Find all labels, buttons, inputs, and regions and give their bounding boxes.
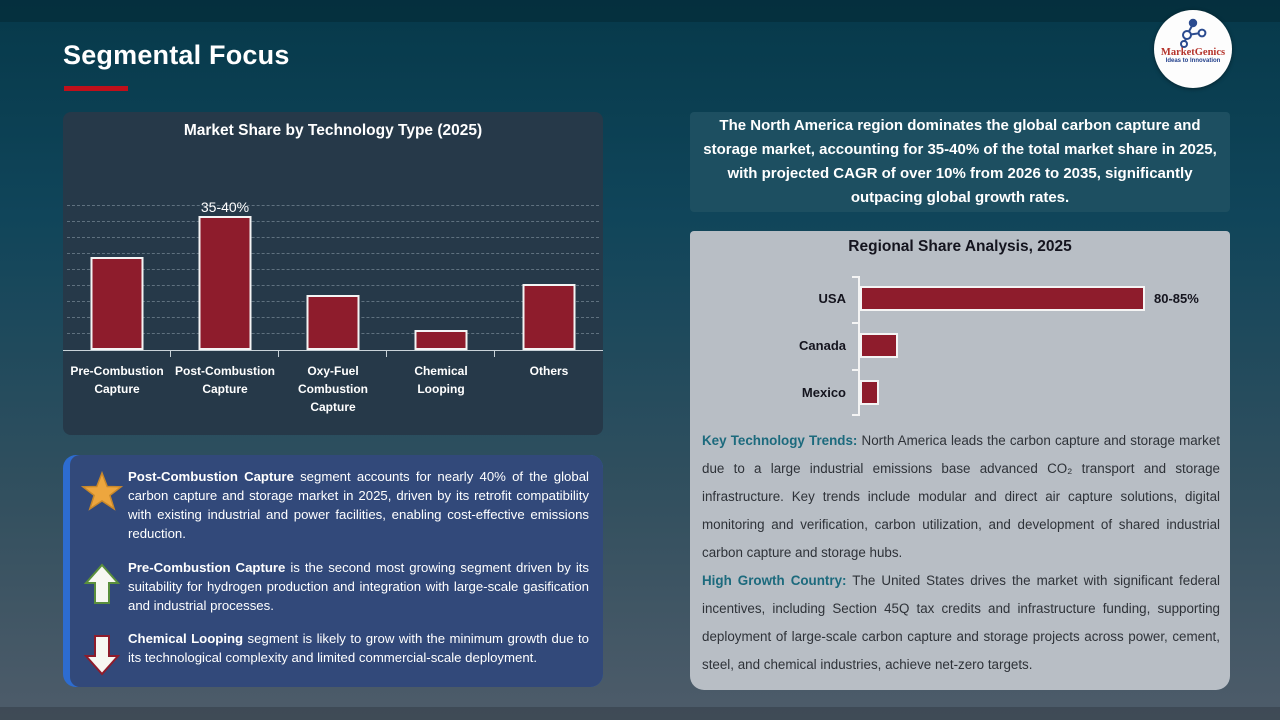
x-axis-tick <box>386 351 387 357</box>
bar-slot <box>495 112 603 350</box>
insight-body: is the second most growing segment drive… <box>128 559 590 613</box>
star-icon <box>76 467 128 513</box>
technology-chart-title: Market Share by Technology Type (2025) <box>183 122 483 139</box>
regional-chart-title: Regional Share Analysis, 2025 <box>848 238 1072 255</box>
label-usa: USA <box>818 291 846 306</box>
x-label-oxy-fuel: Oxy-Fuel Combustion Capture <box>298 364 368 414</box>
highlight-text: The North America region dominates the g… <box>703 117 1217 206</box>
insight-text: Post-Combustion Capture segment accounts… <box>128 467 589 543</box>
key-technology-trends-paragraph: Key Technology Trends: North America lea… <box>702 427 1220 567</box>
bar-slot <box>63 112 171 350</box>
insight-lead: Chemical Looping <box>128 631 244 646</box>
x-axis-tick <box>278 351 279 357</box>
north-america-highlight-box: The North America region dominates the g… <box>690 112 1230 212</box>
bar-others <box>522 284 576 350</box>
value-usa: 80-85% <box>1154 291 1199 306</box>
regional-commentary: Key Technology Trends: North America lea… <box>702 427 1220 679</box>
label-canada: Canada <box>799 338 846 353</box>
y-axis-line <box>858 276 860 416</box>
label-mexico: Mexico <box>801 385 846 400</box>
bar-slot <box>279 112 387 350</box>
insight-text: Pre-Combustion Capture is the second mos… <box>128 558 589 615</box>
x-label-post-combustion: Post-Combustion Capture <box>175 364 275 396</box>
bottom-strip <box>0 707 1280 720</box>
insight-row-post-combustion: Post-Combustion Capture segment accounts… <box>76 467 589 543</box>
x-axis-tick <box>170 351 171 357</box>
row-mexico: Mexico <box>690 380 1230 405</box>
x-axis-line <box>63 350 603 351</box>
row-usa: USA 80-85% <box>690 286 1230 311</box>
x-label-pre-combustion: Pre-Combustion Capture <box>70 364 164 396</box>
y-axis-tick <box>852 369 859 371</box>
insight-text: Chemical Looping segment is likely to gr… <box>128 629 589 667</box>
y-axis-tick <box>852 276 859 278</box>
insight-body: segment is likely to grow with the minim… <box>128 631 589 665</box>
y-axis-tick <box>852 322 859 324</box>
logo-brand: MarketGenics <box>1160 47 1226 58</box>
key-technology-trends-lead: Key Technology Trends: <box>702 433 858 448</box>
bar-mexico <box>860 380 879 405</box>
regional-panel: Regional Share Analysis, 2025 USA 80-85%… <box>690 231 1230 690</box>
logo-tagline: Ideas to Innovation <box>1165 58 1221 64</box>
y-axis-tick <box>852 414 859 416</box>
x-axis-tick <box>494 351 495 357</box>
title-underline <box>64 86 128 91</box>
high-growth-country-body: The United States drives the market with… <box>702 573 1220 672</box>
x-label-chemical-looping: Chemical Looping <box>414 364 468 396</box>
technology-chart-panel: Market Share by Technology Type (2025) 3… <box>63 112 603 435</box>
bar-post-combustion: 35-40% <box>198 199 252 350</box>
molecule-icon <box>1180 18 1207 48</box>
bar-slot: 35-40% <box>171 112 279 350</box>
key-technology-trends-body: North America leads the carbon capture a… <box>702 433 1220 560</box>
insight-lead: Pre-Combustion Capture <box>128 559 286 575</box>
x-axis-labels: Pre-Combustion Capture Post-Combustion C… <box>63 362 603 416</box>
bar-series: 35-40% <box>63 112 603 350</box>
bar-usa <box>860 286 1145 311</box>
insight-box-accent: Post-Combustion Capture segment accounts… <box>63 455 603 687</box>
insight-lead: Post-Combustion Capture <box>128 469 294 484</box>
x-label-others: Others <box>529 364 569 378</box>
bar-pre-combustion <box>90 257 144 350</box>
insight-row-chemical-looping: Chemical Looping segment is likely to gr… <box>76 629 589 677</box>
bar-value-label: 35-40% <box>200 199 250 215</box>
high-growth-country-lead: High Growth Country: <box>702 573 847 588</box>
top-strip <box>0 0 1280 22</box>
regional-bar-chart: USA 80-85% Canada Mexico <box>690 276 1230 416</box>
insight-body: segment accounts for nearly 40% of the g… <box>128 469 589 541</box>
arrow-down-icon <box>76 629 128 677</box>
bar-slot <box>387 112 495 350</box>
bar-canada <box>860 333 898 358</box>
row-canada: Canada <box>690 333 1230 358</box>
bar-chemical-looping <box>414 330 468 350</box>
marketgenics-logo: MarketGenics Ideas to Innovation <box>1154 10 1232 88</box>
insight-box: Post-Combustion Capture segment accounts… <box>70 455 603 687</box>
arrow-up-icon <box>76 558 128 606</box>
page-title: Segmental Focus <box>63 40 290 70</box>
bar-oxy-fuel <box>306 295 360 350</box>
high-growth-country-paragraph: High Growth Country: The United States d… <box>702 567 1220 679</box>
insight-row-pre-combustion: Pre-Combustion Capture is the second mos… <box>76 558 589 615</box>
